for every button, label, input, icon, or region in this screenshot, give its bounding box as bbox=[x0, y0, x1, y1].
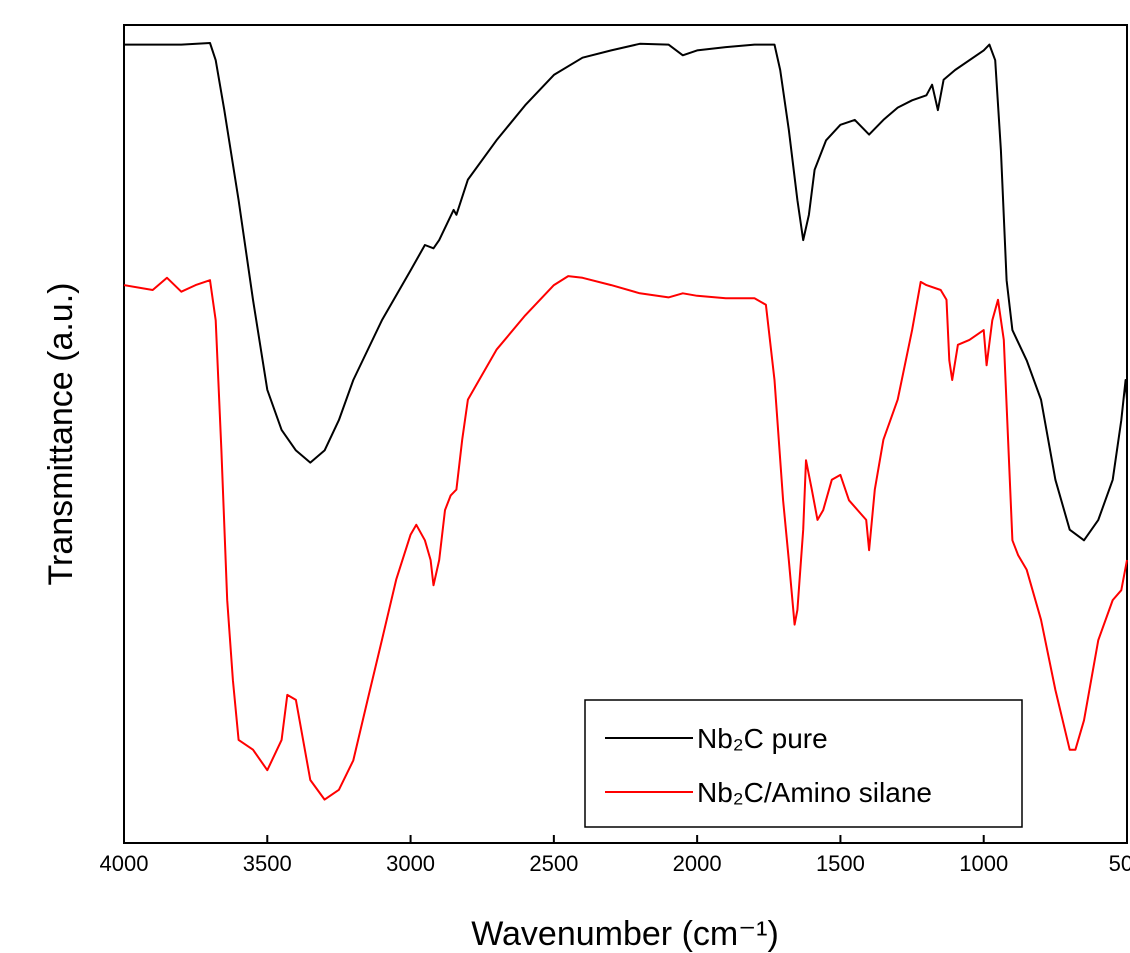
x-tick-label: 500 bbox=[1109, 851, 1130, 876]
series-line bbox=[123, 275, 1128, 801]
plot-frame bbox=[123, 24, 1128, 844]
x-tick-label: 1000 bbox=[959, 851, 1008, 876]
x-tick-label: 2500 bbox=[529, 851, 578, 876]
x-tick-label: 1500 bbox=[816, 851, 865, 876]
x-tick-label: 2000 bbox=[673, 851, 722, 876]
legend-label: Nb₂C/Amino silane bbox=[697, 777, 932, 808]
y-axis-label: Transmittance (a.u.) bbox=[42, 283, 80, 586]
legend-label: Nb₂C pure bbox=[697, 723, 828, 754]
x-tick-label: 3000 bbox=[386, 851, 435, 876]
legend-box bbox=[584, 699, 1023, 828]
series-line bbox=[124, 42, 1128, 542]
x-axis-label: Wavenumber (cm⁻¹) bbox=[471, 915, 779, 953]
x-tick-label: 3500 bbox=[243, 851, 292, 876]
x-tick-label: 4000 bbox=[100, 851, 149, 876]
